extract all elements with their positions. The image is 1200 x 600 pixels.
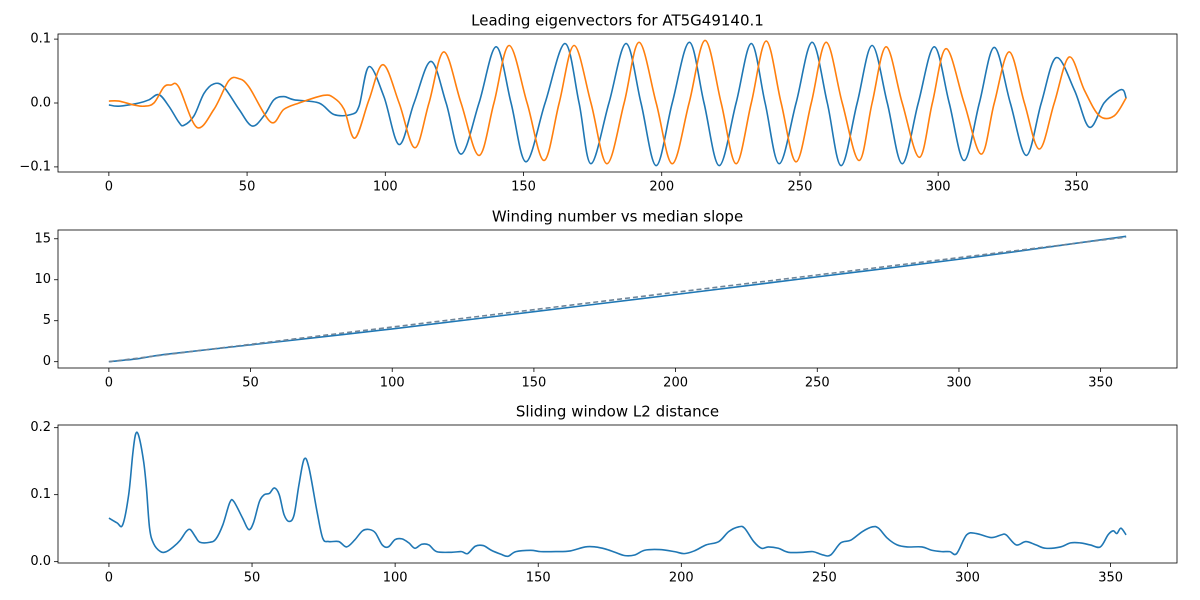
x-tick-label: 250 (805, 376, 830, 391)
y-tick-label: 0.2 (30, 420, 51, 435)
x-tick-label: 350 (1064, 180, 1089, 195)
x-tick-label: 150 (521, 376, 546, 391)
y-tick-label: 5 (43, 313, 51, 328)
y-tick-label: 10 (34, 272, 51, 287)
x-tick-label: 250 (788, 180, 813, 195)
data-line (108, 39, 1127, 165)
x-tick-label: 150 (511, 180, 536, 195)
x-tick-label: 250 (812, 571, 837, 586)
x-tick-label: 50 (244, 571, 261, 586)
x-tick-label: 200 (663, 376, 688, 391)
y-tick-label: 0.0 (30, 554, 51, 569)
chart-title: Sliding window L2 distance (516, 403, 719, 421)
chart-title: Leading eigenvectors for AT5G49140.1 (471, 12, 764, 30)
x-tick-label: 300 (947, 376, 972, 391)
x-tick-label: 350 (1088, 376, 1113, 391)
y-tick-label: 0.1 (30, 487, 51, 502)
x-tick-label: 300 (926, 180, 951, 195)
y-tick-label: 15 (34, 231, 51, 246)
x-tick-label: 150 (526, 571, 551, 586)
x-tick-label: 200 (669, 571, 694, 586)
data-line (108, 41, 1127, 167)
x-tick-label: 100 (373, 180, 398, 195)
x-tick-label: 300 (955, 571, 980, 586)
x-tick-label: 100 (380, 376, 405, 391)
axes-frame (57, 424, 1178, 564)
y-tick-label: −0.1 (19, 159, 51, 174)
x-tick-label: 0 (105, 180, 113, 195)
axes-frame (57, 229, 1178, 369)
x-tick-label: 0 (105, 376, 113, 391)
data-line (108, 236, 1127, 363)
x-tick-label: 0 (105, 571, 113, 586)
y-tick-label: 0.1 (30, 32, 51, 47)
chart-title: Winding number vs median slope (492, 208, 743, 226)
x-tick-label: 50 (242, 376, 259, 391)
x-tick-label: 350 (1098, 571, 1123, 586)
x-tick-label: 50 (239, 180, 256, 195)
y-tick-label: 0.0 (30, 96, 51, 111)
y-tick-label: 0 (43, 354, 51, 369)
data-line (108, 431, 1127, 558)
x-tick-label: 200 (649, 180, 674, 195)
x-tick-label: 100 (383, 571, 408, 586)
axes-frame (57, 33, 1178, 173)
